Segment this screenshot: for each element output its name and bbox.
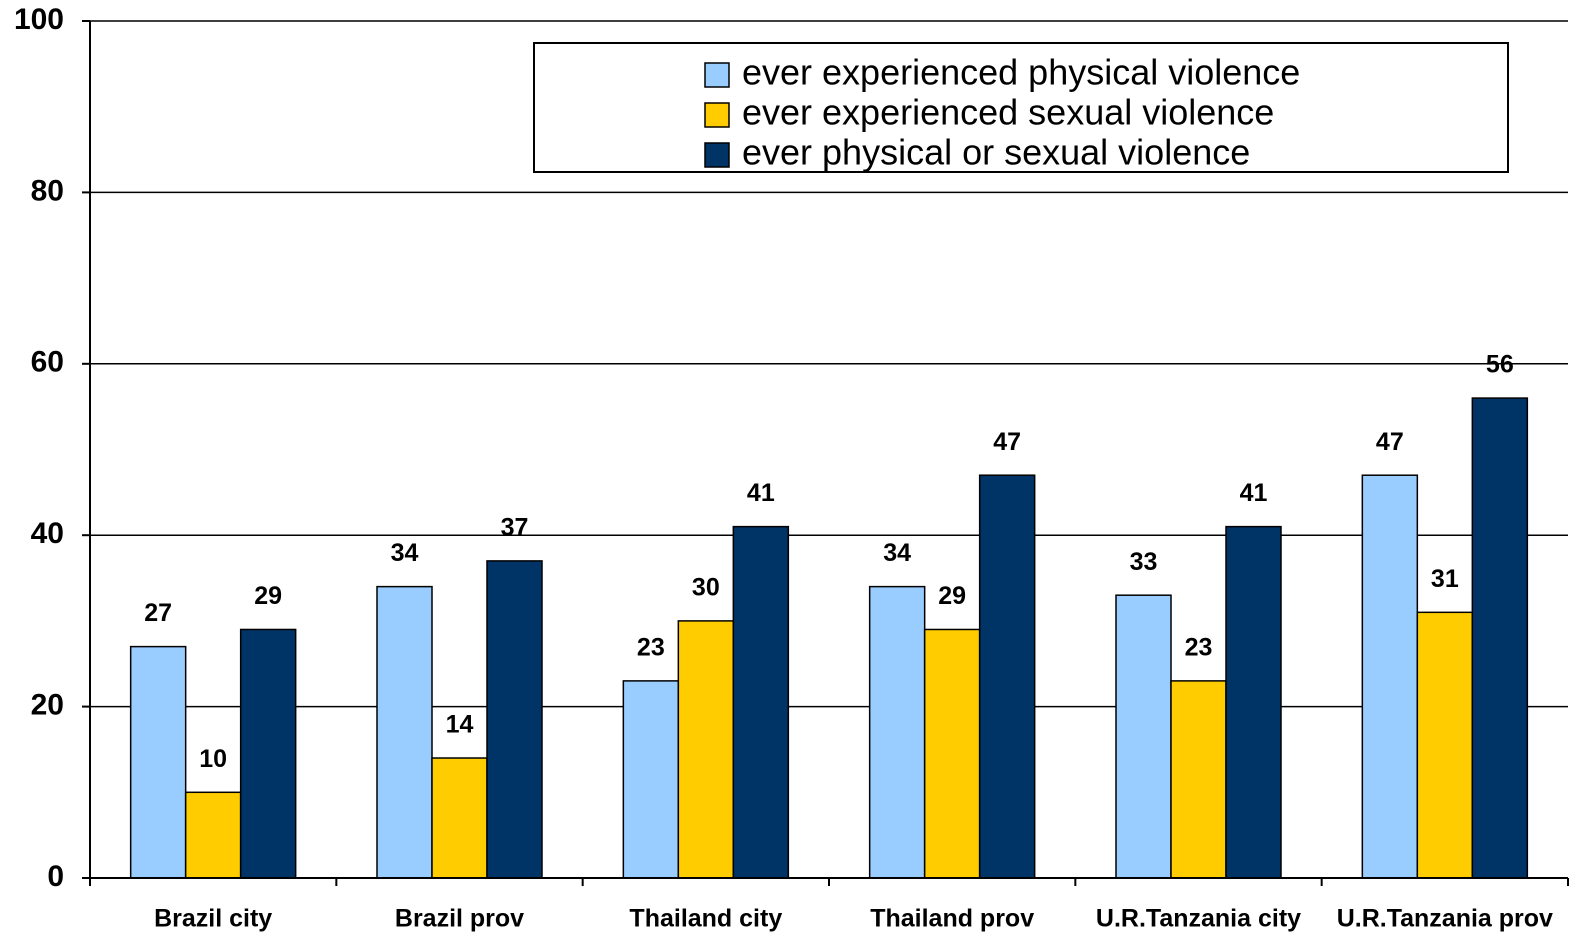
x-tick-label: U.R.Tanzania city <box>1096 905 1301 933</box>
bar <box>622 680 680 879</box>
x-tick-label: Thailand prov <box>870 905 1034 933</box>
legend-swatch <box>704 102 730 128</box>
bar <box>1115 594 1172 879</box>
bar <box>1471 397 1529 879</box>
data-label: 29 <box>938 582 966 610</box>
bar <box>1361 474 1419 879</box>
data-label: 47 <box>1376 428 1404 456</box>
y-tick-label: 100 <box>14 3 64 36</box>
bar <box>677 620 735 879</box>
x-tick-label: Brazil city <box>154 905 272 933</box>
bar <box>376 585 433 879</box>
bar <box>1225 525 1282 879</box>
legend-swatch <box>704 142 730 168</box>
data-label: 41 <box>747 479 775 507</box>
data-label: 23 <box>637 633 665 661</box>
legend-label: ever experienced sexual violence <box>742 92 1274 133</box>
data-label: 41 <box>1240 479 1268 507</box>
bar <box>732 525 790 879</box>
y-tick-label: 0 <box>47 860 64 893</box>
bar <box>431 757 488 879</box>
y-tick-label: 60 <box>31 346 64 379</box>
x-tick-label: U.R.Tanzania prov <box>1337 905 1553 933</box>
bar <box>184 791 242 879</box>
data-label: 29 <box>254 582 282 610</box>
data-label: 47 <box>993 428 1021 456</box>
x-tick-label: Brazil prov <box>395 905 524 933</box>
data-label: 31 <box>1431 565 1459 593</box>
bar <box>1170 680 1227 879</box>
bar <box>129 645 187 879</box>
data-label: 27 <box>144 599 172 627</box>
bar <box>978 474 1036 879</box>
bar <box>1416 611 1474 879</box>
y-tick-label: 40 <box>31 517 64 550</box>
data-label: 30 <box>692 574 720 602</box>
data-label: 10 <box>199 745 227 773</box>
bar <box>486 560 543 879</box>
legend-swatch <box>704 62 730 88</box>
legend-box <box>533 42 1509 173</box>
data-label: 33 <box>1130 548 1158 576</box>
data-label: 34 <box>883 539 911 567</box>
bar <box>239 628 297 879</box>
data-label: 56 <box>1486 351 1514 379</box>
y-tick-label: 20 <box>31 689 64 722</box>
bar <box>868 585 926 879</box>
data-label: 23 <box>1185 633 1213 661</box>
x-tick-label: Thailand city <box>629 905 782 933</box>
data-label: 14 <box>446 711 474 739</box>
bar <box>923 628 981 879</box>
y-tick-label: 80 <box>31 174 64 207</box>
legend-label: ever experienced physical violence <box>742 52 1300 93</box>
data-label: 34 <box>391 539 419 567</box>
data-label: 37 <box>501 514 529 542</box>
legend-label: ever physical or sexual violence <box>742 132 1250 173</box>
